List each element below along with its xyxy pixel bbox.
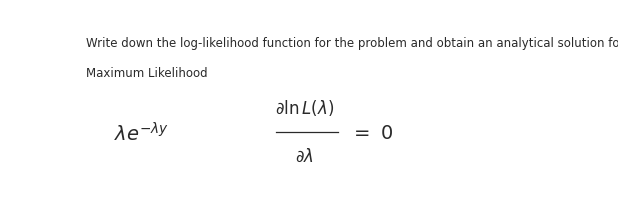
Text: $\lambda e^{-\lambda y}$: $\lambda e^{-\lambda y}$ (114, 122, 169, 145)
Text: Write down the log-likelihood function for the problem and obtain an analytical : Write down the log-likelihood function f… (86, 37, 618, 50)
Text: $\partial \lambda$: $\partial \lambda$ (295, 148, 314, 166)
Text: Maximum Likelihood: Maximum Likelihood (86, 66, 208, 80)
Text: $=\ 0$: $=\ 0$ (350, 124, 394, 143)
Text: $\partial \ln L(\lambda)$: $\partial \ln L(\lambda)$ (275, 98, 334, 118)
